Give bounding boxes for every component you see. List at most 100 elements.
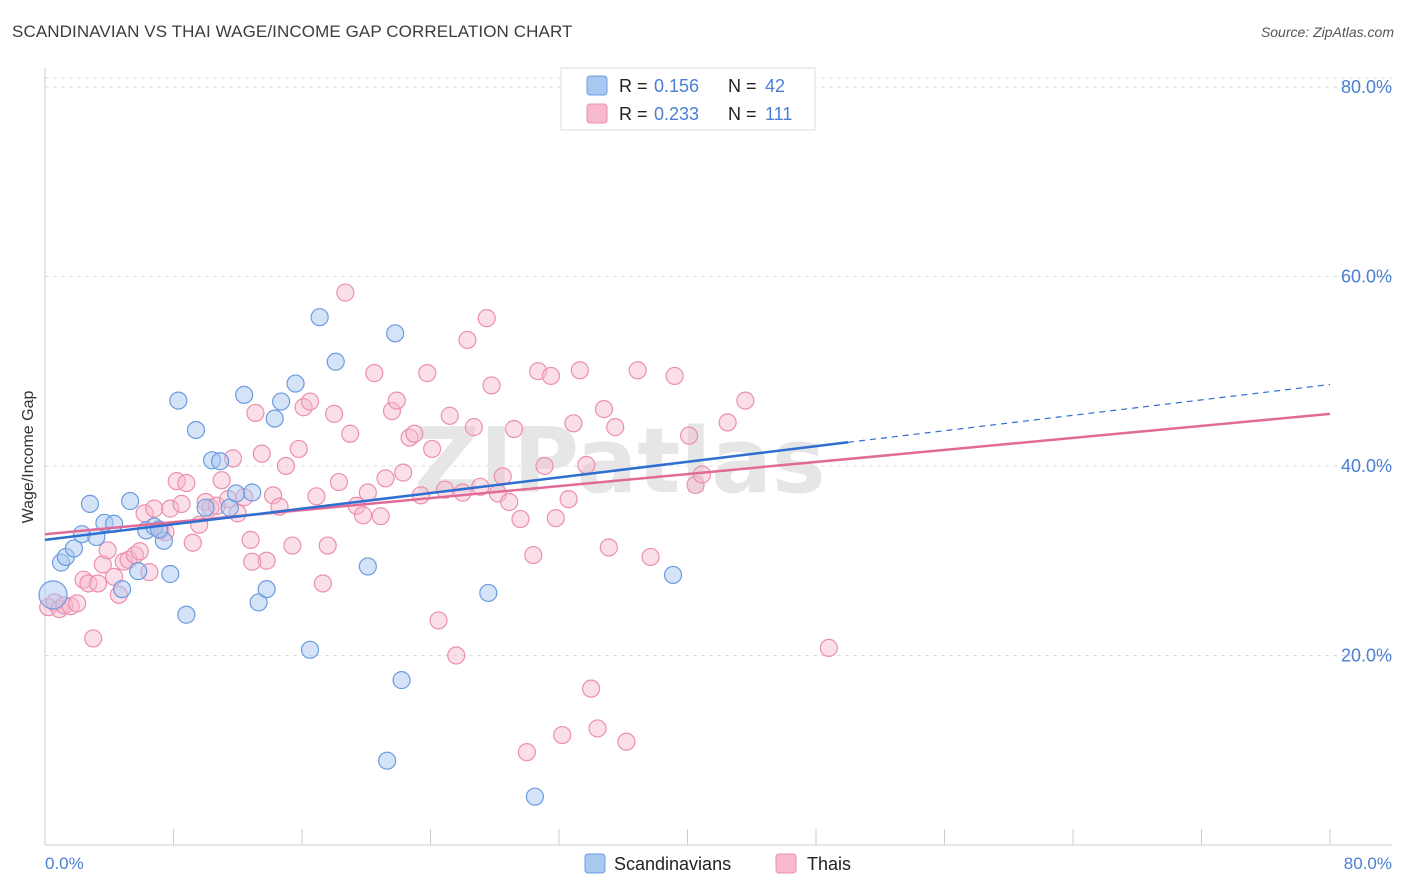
thais-point [68,594,87,613]
thais-point [161,499,180,518]
thais-point [440,406,459,425]
scandinavians-trend-line [44,441,849,542]
thais-point [680,426,699,445]
thais-point [177,473,196,493]
scandinavians-point [64,539,84,558]
scandinavians-points [38,308,683,806]
thais-point [84,629,103,648]
thais-point [145,499,164,518]
thais-point [283,536,302,555]
thais-point [130,542,149,561]
y-axis-tick-labels: 20.0% 40.0% 60.0% 80.0% [1341,77,1392,666]
scandinavians-point [161,564,180,584]
thais-point [606,418,625,437]
scandinavians-point [663,565,683,585]
thais-point [325,404,344,423]
trend-lines [44,383,1331,542]
thais-point [353,506,373,525]
thais-point [447,646,466,665]
thais-point [564,414,583,433]
scandinavians-point [300,640,320,659]
thais-point [246,403,265,423]
thais-point [617,732,636,751]
thais-point [93,555,112,574]
thais-point [252,444,271,463]
y-tick-label: 20.0% [1341,645,1392,665]
thais-point [387,391,406,410]
scandinavians-point [227,484,246,503]
thais-point [371,507,390,526]
scandinavians-trend-extension [848,383,1331,443]
thais-point [546,508,565,528]
scandinavians-point [186,420,206,440]
thais-point [641,547,660,567]
thais-point [307,487,326,506]
scandinavians-point [121,491,140,511]
scandinavians-point [525,787,545,806]
thais-point [511,509,530,529]
thais-point [819,638,838,658]
thais-point [594,400,614,419]
thais-point [79,574,98,593]
thais-point [577,455,596,475]
thais-point [588,719,607,738]
bottom-legend-label-thais: Thais [807,854,851,874]
y-axis-label: Wage/Income Gap [20,391,37,524]
thais-point [686,475,705,495]
thais-point [559,490,578,509]
legend-r-value-2: 0.233 [654,104,699,124]
scandinavians-point [235,385,254,405]
thais-point [336,283,355,302]
thais-point [318,536,337,555]
thais-point [405,424,424,443]
x-axis-ticks [44,829,1331,845]
thais-point [665,366,684,386]
thais-point [541,366,561,386]
y-tick-label: 80.0% [1341,77,1392,97]
thais-point [599,538,618,557]
bottom-legend-swatch-thais [775,853,797,874]
stats-legend: R = 0.156 N = 42 R = 0.233 N = 111 [560,67,816,131]
scandinavians-point [243,483,262,502]
scandinavians-point [38,580,68,610]
thais-point [458,330,477,350]
scandinavians-point [310,308,329,327]
thais-point [289,439,308,459]
thais-point [429,611,448,630]
thais-point [183,533,202,552]
scandinavians-point [326,352,345,371]
legend-n-value-2: 111 [765,104,792,124]
thais-point [418,364,437,383]
thais-point [504,419,524,439]
legend-n-label-1: N = [728,76,757,96]
thais-point [172,494,191,513]
legend-r-value-1: 0.156 [654,76,699,96]
legend-r-label-2: R = [619,104,648,124]
thais-point [241,530,260,549]
scandinavians-point [112,580,132,599]
scandinavians-point [286,374,305,393]
scandinavians-point [210,452,230,471]
thais-point [263,486,283,505]
series-legend: Scandinavians Thais [584,853,851,874]
scandinavians-point [479,583,498,603]
thais-point [736,391,755,410]
scandinavians-point [80,494,100,513]
thais-point [535,456,554,476]
thais-point [243,552,262,571]
thais-point [692,465,712,484]
thais-point [553,725,572,745]
scandinavians-point [169,391,188,410]
axes [44,68,1392,846]
thais-point [524,545,543,565]
scandinavians-point [265,409,284,428]
legend-r-label-1: R = [619,76,648,96]
thais-point [88,574,108,593]
thais-point [570,361,589,380]
thais-point [423,439,442,459]
thais-point [329,472,349,492]
thais-point [358,483,377,502]
scandinavians-point [129,562,148,581]
thais-point [341,424,360,443]
